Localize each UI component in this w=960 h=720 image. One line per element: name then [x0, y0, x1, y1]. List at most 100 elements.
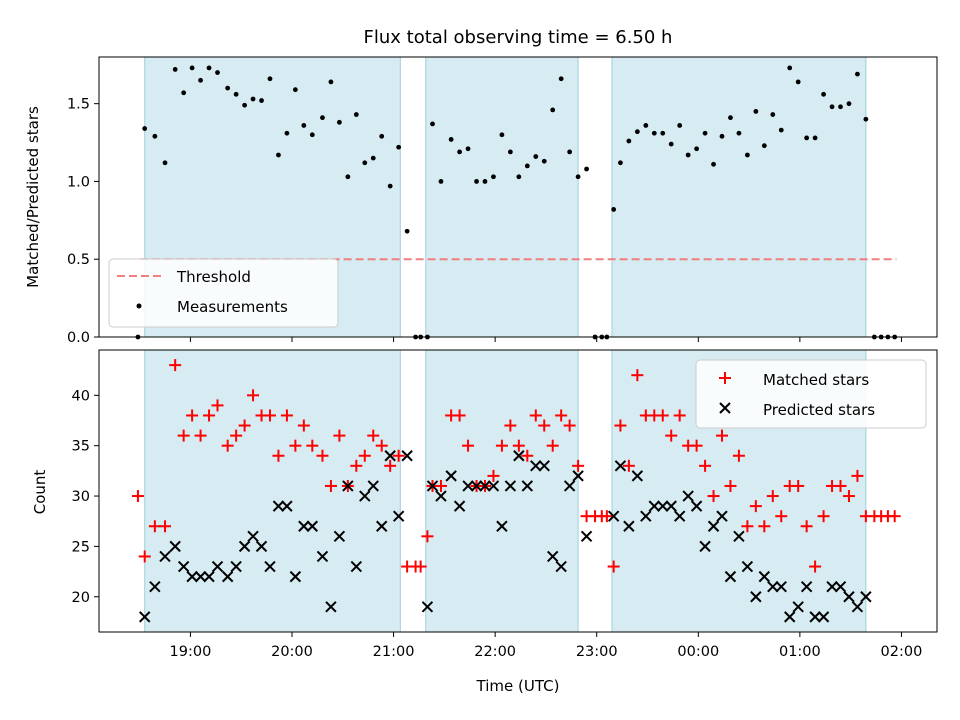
matched-star-point: [699, 459, 712, 472]
predicted-star-point: [496, 520, 508, 532]
measurement-point: [611, 207, 617, 212]
x-axis-label: Time (UTC): [476, 677, 560, 695]
matched-star-point: [434, 479, 447, 492]
measurement-point: [787, 65, 793, 71]
predicted-star-point: [426, 480, 439, 492]
measurement-point: [821, 91, 826, 97]
predicted-star-point: [580, 530, 593, 543]
ratio-legend-box: [108, 258, 339, 328]
predicted-star-point: [555, 560, 567, 573]
measurement-point: [345, 174, 351, 180]
ratio-y-tick-label: 0.0: [67, 330, 90, 346]
predicted-star-point: [342, 480, 354, 492]
count-x-tick-label: 22:00: [474, 644, 516, 660]
measurement-point: [491, 174, 496, 180]
matched-star-point: [384, 459, 397, 472]
measurement-point: [181, 90, 187, 96]
matched-star-point: [194, 429, 207, 442]
predicted-star-point: [800, 580, 813, 593]
matched-star-point: [775, 510, 788, 523]
predicted-star-point: [316, 550, 329, 563]
predicted-star-point: [401, 450, 413, 462]
ratio-y-tick-label: 0.5: [67, 252, 90, 268]
predicted-star-point: [699, 540, 711, 553]
matched-star-point: [238, 419, 251, 432]
matched-star-point: [817, 510, 830, 523]
measurement-point: [267, 76, 273, 82]
matched-star-point: [656, 409, 669, 422]
predicted-star-point: [392, 510, 405, 522]
predicted-star-point: [521, 480, 534, 492]
count-x-tick-label: 23:00: [576, 644, 618, 660]
measurement-point: [328, 79, 334, 85]
predicted-star-point: [333, 530, 346, 543]
predicted-star-point: [665, 500, 677, 512]
matched-star-point: [715, 429, 728, 442]
measurement-point: [812, 135, 818, 141]
predicted-star-point: [203, 570, 215, 583]
predicted-star-point: [784, 611, 796, 623]
predicted-star-point: [177, 560, 190, 573]
matched-star-point: [203, 409, 216, 422]
matched-stars-series: [131, 359, 901, 573]
legend-predicted-label: Predicted stars: [763, 401, 875, 419]
predicted-star-point: [487, 480, 500, 492]
predicted-star-point: [843, 591, 855, 603]
count-x-tick-label: 02:00: [881, 644, 923, 660]
count-y-tick-label: 40: [72, 388, 90, 404]
matched-star-point: [809, 560, 822, 573]
measurement-point: [242, 102, 247, 108]
matched-star-point: [186, 409, 199, 422]
predicted-star-point: [792, 601, 804, 613]
measurement-point: [855, 71, 860, 77]
predicted-star-point: [289, 570, 302, 583]
observing-window-1: [144, 349, 401, 633]
measurement-point: [863, 116, 869, 122]
measurement-point: [507, 149, 513, 155]
predicted-star-point: [159, 550, 171, 563]
matched-star-point: [741, 520, 754, 533]
matched-star-point: [358, 449, 371, 462]
predicted-star-point: [306, 520, 319, 532]
matched-star-point: [546, 439, 559, 452]
predicted-star-point: [767, 580, 779, 593]
legend-matched-swatch: [719, 372, 731, 384]
measurement-point: [353, 112, 359, 117]
count-x-tick-label: 01:00: [779, 644, 821, 660]
matched-star-point: [272, 449, 285, 462]
measurement-point: [711, 161, 716, 167]
predicted-star-point: [834, 580, 847, 593]
measurement-point: [430, 121, 435, 127]
predicted-star-point: [359, 490, 371, 502]
measurement-point: [719, 133, 725, 139]
matched-star-point: [487, 469, 500, 482]
measurement-point: [336, 119, 342, 125]
count-x-tick-label: 00:00: [677, 644, 719, 660]
measurement-point: [744, 152, 750, 158]
predicted-star-point: [809, 611, 821, 623]
count-legend: Matched stars Predicted stars: [695, 359, 927, 429]
matched-star-point: [306, 439, 319, 452]
ratio-panel: 0.0 0.5 1.0 1.5 Matched/Predicted stars Thr…: [24, 56, 938, 346]
matched-star-point: [749, 500, 762, 513]
predicted-star-point: [247, 530, 259, 543]
matched-star-point: [614, 419, 627, 432]
observing-windows-top: [144, 56, 867, 338]
measurement-point: [215, 70, 220, 75]
measurement-point: [206, 65, 212, 71]
predicted-star-point: [194, 570, 207, 583]
measurement-point: [694, 146, 700, 152]
predicted-star-point: [733, 530, 745, 543]
predicted-star-point: [690, 500, 703, 512]
matched-star-point: [169, 359, 182, 372]
ratio-legend: Threshold Measurements: [108, 258, 339, 328]
measurement-point: [846, 101, 852, 107]
matched-star-point: [177, 429, 190, 442]
ratio-y-tick-label: 1.5: [67, 97, 90, 113]
measurement-point: [404, 228, 410, 234]
matched-star-point: [131, 490, 144, 503]
measurement-point: [225, 85, 231, 91]
measurement-point: [482, 179, 488, 184]
count-y-axis-label: Count: [31, 470, 49, 515]
